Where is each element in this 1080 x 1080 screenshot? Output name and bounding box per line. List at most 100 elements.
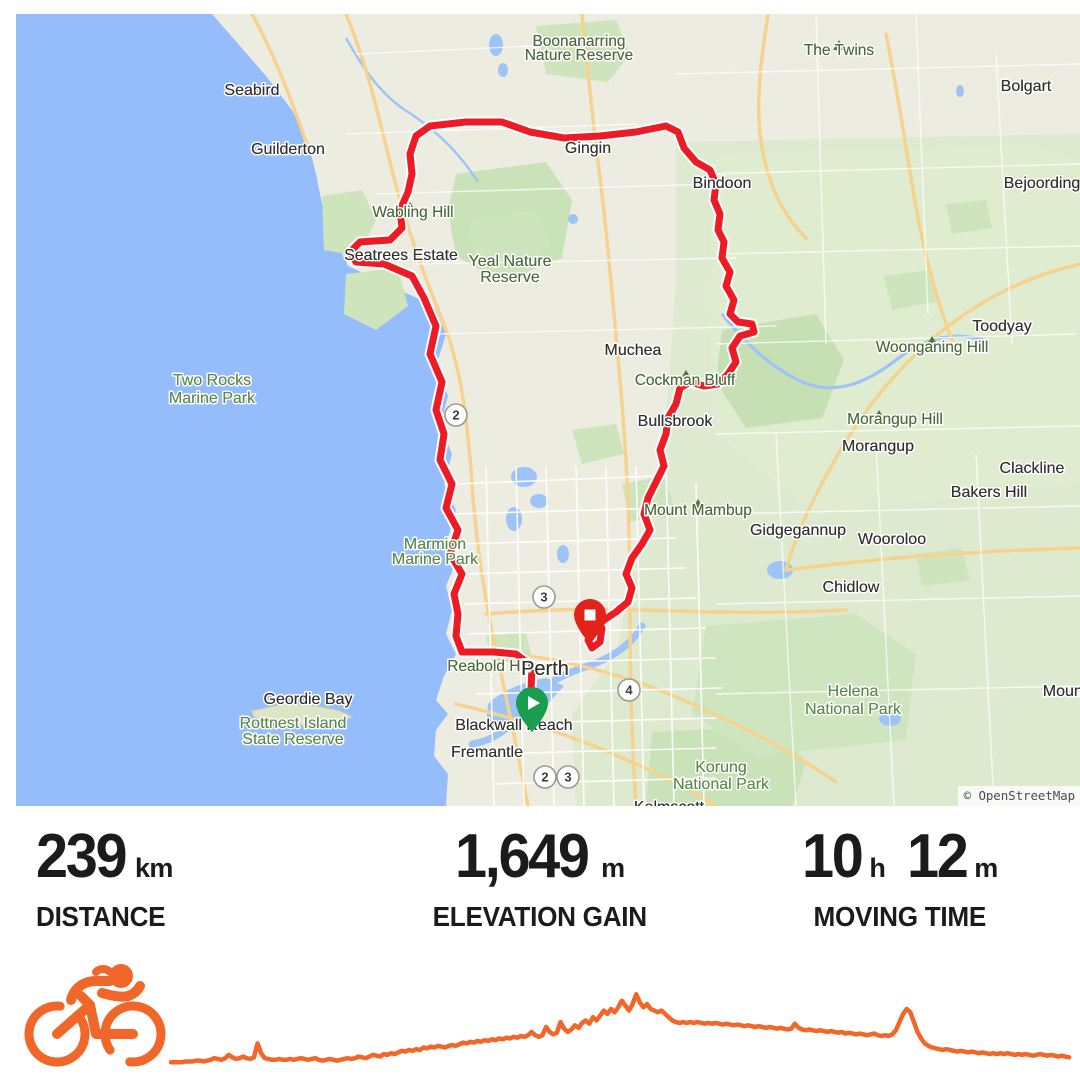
- map-label: Yeal Nature: [468, 253, 551, 270]
- osm-attribution[interactable]: © OpenStreetMap: [957, 786, 1080, 806]
- map-label: Clackline: [1000, 460, 1065, 477]
- map-label: Helena: [828, 683, 879, 700]
- map-label: Marmion: [404, 536, 466, 553]
- green-patch-d: [946, 200, 992, 234]
- stop-square-icon: [584, 609, 596, 621]
- minor-roads: [453, 465, 723, 806]
- stat-distance-label: DISTANCE: [36, 901, 166, 932]
- park-boonanarring: [536, 20, 630, 82]
- map-label: Reserve: [480, 269, 540, 286]
- map-label: Geordie Bay: [264, 691, 353, 708]
- map-label: State Reserve: [242, 731, 343, 748]
- stat-elevation-value-line: 1,649 m: [455, 822, 625, 891]
- road-shield-layer: 2 3 4 2 3: [444, 403, 641, 789]
- footer-row: [0, 944, 1080, 1080]
- map-label: Marine Park: [392, 551, 479, 568]
- rottnest-island: [251, 703, 354, 726]
- map-label: Bullsbrook: [638, 413, 714, 430]
- map-label: Blackwall Reach: [455, 717, 572, 734]
- map-label: Kelmscott: [634, 799, 705, 806]
- map-label: Woonganing Hill: [876, 339, 989, 356]
- map-label: Muchea: [605, 342, 662, 359]
- cyclist-head: [109, 964, 133, 988]
- stat-elevation-label: ELEVATION GAIN: [432, 901, 648, 932]
- map-label: Boonanarring: [532, 33, 625, 50]
- map-label: Gidgegannup: [750, 522, 846, 539]
- map-label: Two Rocks: [173, 372, 251, 389]
- map-label: Marine Park: [392, 551, 479, 568]
- map-label: Morangup Hill: [847, 411, 943, 428]
- road-shield: 2: [533, 765, 557, 789]
- map-label: National Park: [673, 776, 770, 793]
- finish-marker[interactable]: [574, 599, 606, 644]
- elevation-profile-chart: [168, 991, 1072, 1065]
- green-patch-e: [916, 548, 970, 586]
- stat-distance: 239 km DISTANCE: [0, 826, 360, 944]
- stat-elevation-unit: m: [601, 853, 625, 883]
- stat-elevation-number: 1,649: [455, 822, 590, 891]
- map-label: Kelmscott: [634, 799, 705, 806]
- map-label: The Twins: [804, 42, 875, 59]
- map-label: Seatrees Estate: [344, 247, 458, 264]
- map-label: Morangup: [842, 438, 914, 455]
- map-label: Gingin: [565, 140, 611, 157]
- svg-text:2: 2: [541, 770, 548, 785]
- road-shield: 4: [617, 678, 641, 702]
- map-label: Perth: [521, 658, 569, 680]
- stat-elevation-gain: 1,649 m ELEVATION GAIN: [360, 826, 720, 944]
- park-yeal-2: [468, 210, 550, 276]
- map-label: Bullsbrook: [638, 413, 714, 430]
- map-label: Wooroloo: [858, 531, 926, 548]
- start-marker[interactable]: [516, 687, 548, 732]
- map-label: Bakers Hill: [951, 484, 1027, 501]
- peak-markers: [404, 40, 938, 509]
- map-label: Mount Mambup: [644, 502, 752, 519]
- svg-text:3: 3: [540, 590, 547, 605]
- major-roads: [250, 14, 1080, 806]
- map-label: Reserve: [480, 269, 540, 286]
- route-map[interactable]: Seabird Seabird Guilderton Guilderton Boonan…: [16, 14, 1080, 806]
- park-coastal-2: [344, 268, 408, 330]
- map-label: Perth: [521, 658, 569, 680]
- map-label: Marine Park: [169, 390, 256, 407]
- map-label: Blackwall Reach: [455, 717, 572, 734]
- map-label: Bejoording: [1004, 175, 1080, 192]
- route-line[interactable]: [346, 118, 758, 694]
- map-label: Bindoon: [693, 175, 752, 192]
- map-label: Mount: [1043, 683, 1080, 700]
- bicycle-icon: [24, 964, 166, 1067]
- map-label: Gidgegannup: [750, 522, 846, 539]
- green-patch-a: [572, 424, 624, 464]
- stat-time-hours: 10: [802, 822, 864, 891]
- map-label: Two Rocks: [173, 372, 251, 389]
- map-label: Bakers Hill: [951, 484, 1027, 501]
- map-label: Marmion: [404, 536, 466, 553]
- road-shield: 3: [556, 765, 580, 789]
- map-label: Korung: [695, 759, 747, 776]
- map-label: Reabold Hill: [447, 658, 531, 675]
- map-label: State Reserve: [242, 731, 343, 748]
- map-label: The Twins: [804, 42, 875, 59]
- map-label: Toodyay: [972, 318, 1032, 335]
- map-label: Guilderton: [251, 141, 325, 158]
- map-label: Morangup: [842, 438, 914, 455]
- map-label: Marine Park: [169, 390, 256, 407]
- map-label: Seabird: [224, 82, 279, 99]
- map-label: Mount Mambup: [644, 502, 752, 519]
- map-label: Rottnest Island: [240, 715, 347, 732]
- map-label: Korung: [695, 759, 747, 776]
- svg-text:2: 2: [452, 408, 459, 423]
- rural-roads: [345, 14, 1080, 806]
- stat-distance-value-line: 239 km: [36, 826, 360, 888]
- stats-row: 239 km DISTANCE 1,649 m ELEVATION GAIN 1…: [0, 826, 1080, 944]
- map-label: Toodyay: [972, 318, 1032, 335]
- map-canvas[interactable]: SeabirdSeabirdGuildertonGuildertonBoonan…: [16, 14, 1080, 806]
- map-label: Cockman Bluff: [635, 372, 736, 389]
- map-label: Fremantle: [451, 744, 523, 761]
- map-label: Seabird: [224, 82, 279, 99]
- map-label: Fremantle: [451, 744, 523, 761]
- green-patch-c: [884, 270, 936, 310]
- green-region-northeast: [706, 144, 1080, 514]
- map-label: Mount: [1043, 683, 1080, 700]
- map-label: Bindoon: [693, 175, 752, 192]
